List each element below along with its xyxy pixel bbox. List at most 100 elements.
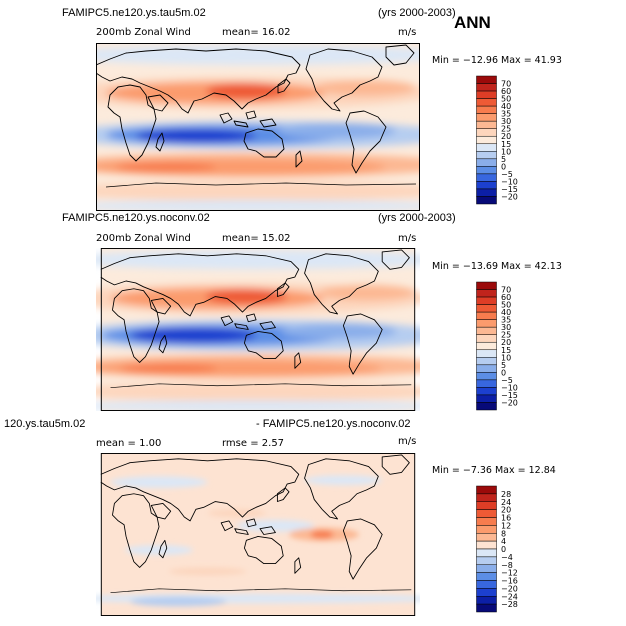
colorbar-swatch: [476, 572, 497, 581]
colorbar-tick-label: −15: [501, 391, 518, 400]
panel1-map: [96, 43, 420, 211]
panel3-rmse: rmse = 2.57: [222, 438, 285, 449]
colorbar-swatch: [476, 188, 497, 197]
colorbar-swatch: [476, 83, 497, 92]
colorbar-tick-label: 12: [501, 521, 511, 530]
colorbar-tick-label: −5: [501, 376, 513, 385]
colorbar-swatch: [476, 181, 497, 190]
panel3-map: [96, 453, 420, 616]
colorbar-swatch: [476, 151, 497, 160]
colorbar-tick-label: 20: [501, 338, 511, 347]
panel3-minmax: Min = −7.36 Max = 12.84: [432, 465, 556, 476]
panel2-mean: mean= 15.02: [222, 233, 291, 244]
colorbar-tick-label: −20: [501, 398, 518, 407]
colorbar-swatch: [476, 372, 497, 381]
colorbar-swatch: [476, 341, 497, 351]
colorbar-swatch: [476, 402, 497, 411]
colorbar-tick-label: 70: [501, 80, 511, 89]
colorbar-tick-label: 28: [501, 490, 511, 499]
panel2-variable: 200mb Zonal Wind: [96, 233, 191, 244]
colorbar-tick-label: 20: [501, 132, 511, 141]
colorbar-swatch: [476, 564, 497, 573]
colorbar-tick-label: −16: [501, 577, 518, 586]
colorbar-tick-label: −20: [501, 192, 518, 201]
panel1-case-title: FAMIPC5.ne120.ys.tau5m.02: [62, 7, 206, 19]
colorbar-tick-label: 40: [501, 102, 511, 111]
panel2-minmax: Min = −13.69 Max = 42.13: [432, 261, 562, 272]
panel2-map: [96, 248, 420, 411]
colorbar-tick-label: 15: [501, 140, 511, 149]
colorbar-tick-label: 25: [501, 331, 511, 340]
colorbar-swatch: [476, 113, 497, 122]
colorbar-swatch: [476, 304, 497, 313]
colorbar-tick-label: 4: [501, 537, 506, 546]
colorbar-swatch: [476, 501, 497, 510]
colorbar-tick-label: 50: [501, 301, 511, 310]
colorbar-tick-label: −12: [501, 569, 518, 578]
panel1-mean: mean= 16.02: [222, 27, 291, 38]
colorbar-swatch: [476, 540, 497, 550]
panel2-years: (yrs 2000-2003): [378, 212, 456, 224]
colorbar-swatch: [476, 105, 497, 114]
panel1-years: (yrs 2000-2003): [378, 7, 456, 19]
panel3-case-title-left: 120.ys.tau5m.02: [4, 418, 86, 430]
panel1-units: m/s: [398, 27, 417, 38]
panel3-units: m/s: [398, 436, 417, 447]
colorbar-tick-label: 10: [501, 353, 511, 362]
colorbar-tick-label: 10: [501, 147, 511, 156]
colorbar-swatch: [476, 128, 497, 137]
colorbar-tick-label: 50: [501, 95, 511, 104]
colorbar-tick-label: 0: [501, 368, 506, 377]
colorbar-swatch: [476, 289, 497, 298]
colorbar-tick-label: 30: [501, 117, 511, 126]
colorbar-swatch: [476, 387, 497, 396]
colorbar-tick-label: 5: [501, 155, 506, 164]
colorbar-swatch: [476, 319, 497, 328]
colorbar-swatch: [476, 603, 497, 613]
colorbar-swatch: [476, 588, 497, 597]
season-label: ANN: [454, 13, 491, 32]
colorbar-swatch: [476, 525, 497, 534]
colorbar-tick-label: −10: [501, 177, 518, 186]
colorbar-swatch: [476, 364, 497, 373]
colorbar-swatch: [476, 143, 497, 152]
colorbar-swatch: [476, 334, 497, 343]
panel2-units: m/s: [398, 233, 417, 244]
colorbar-tick-label: 60: [501, 293, 511, 302]
colorbar-tick-label: 24: [501, 498, 511, 507]
colorbar-tick-label: 60: [501, 87, 511, 96]
colorbar-tick-label: 8: [501, 529, 506, 538]
colorbar-swatch: [476, 556, 497, 565]
colorbar-swatch: [476, 75, 497, 84]
colorbar-swatch: [476, 548, 497, 558]
colorbar-tick-label: 16: [501, 514, 511, 523]
colorbar-tick-label: −10: [501, 383, 518, 392]
panel1-minmax: Min = −12.96 Max = 41.93: [432, 55, 562, 66]
colorbar-swatch: [476, 90, 497, 99]
colorbar-tick-label: 30: [501, 323, 511, 332]
colorbar-tick-label: 20: [501, 506, 511, 515]
panel1-variable: 200mb Zonal Wind: [96, 27, 191, 38]
panel3-mean: mean = 1.00: [96, 438, 162, 449]
colorbar-swatch: [476, 326, 497, 335]
colorbar-swatch: [476, 357, 497, 366]
colorbar-tick-label: −28: [501, 600, 518, 609]
colorbar-tick-label: 5: [501, 361, 506, 370]
colorbar-swatch: [476, 349, 497, 358]
colorbar-swatch: [476, 379, 497, 388]
colorbar-swatch: [476, 485, 497, 495]
colorbar-swatch: [476, 311, 497, 320]
colorbar-tick-label: −8: [501, 561, 513, 570]
colorbar-tick-label: −5: [501, 170, 513, 179]
colorbar-swatch: [476, 281, 497, 290]
colorbar-tick-label: −4: [501, 553, 513, 562]
colorbar-swatch: [476, 135, 497, 145]
colorbar-swatch: [476, 196, 497, 205]
colorbar-swatch: [476, 158, 497, 167]
colorbar-swatch: [476, 98, 497, 107]
colorbar-tick-label: 25: [501, 125, 511, 134]
panel3-case-title-right: - FAMIPC5.ne120.ys.noconv.02: [256, 418, 411, 430]
colorbar-swatch: [476, 166, 497, 175]
